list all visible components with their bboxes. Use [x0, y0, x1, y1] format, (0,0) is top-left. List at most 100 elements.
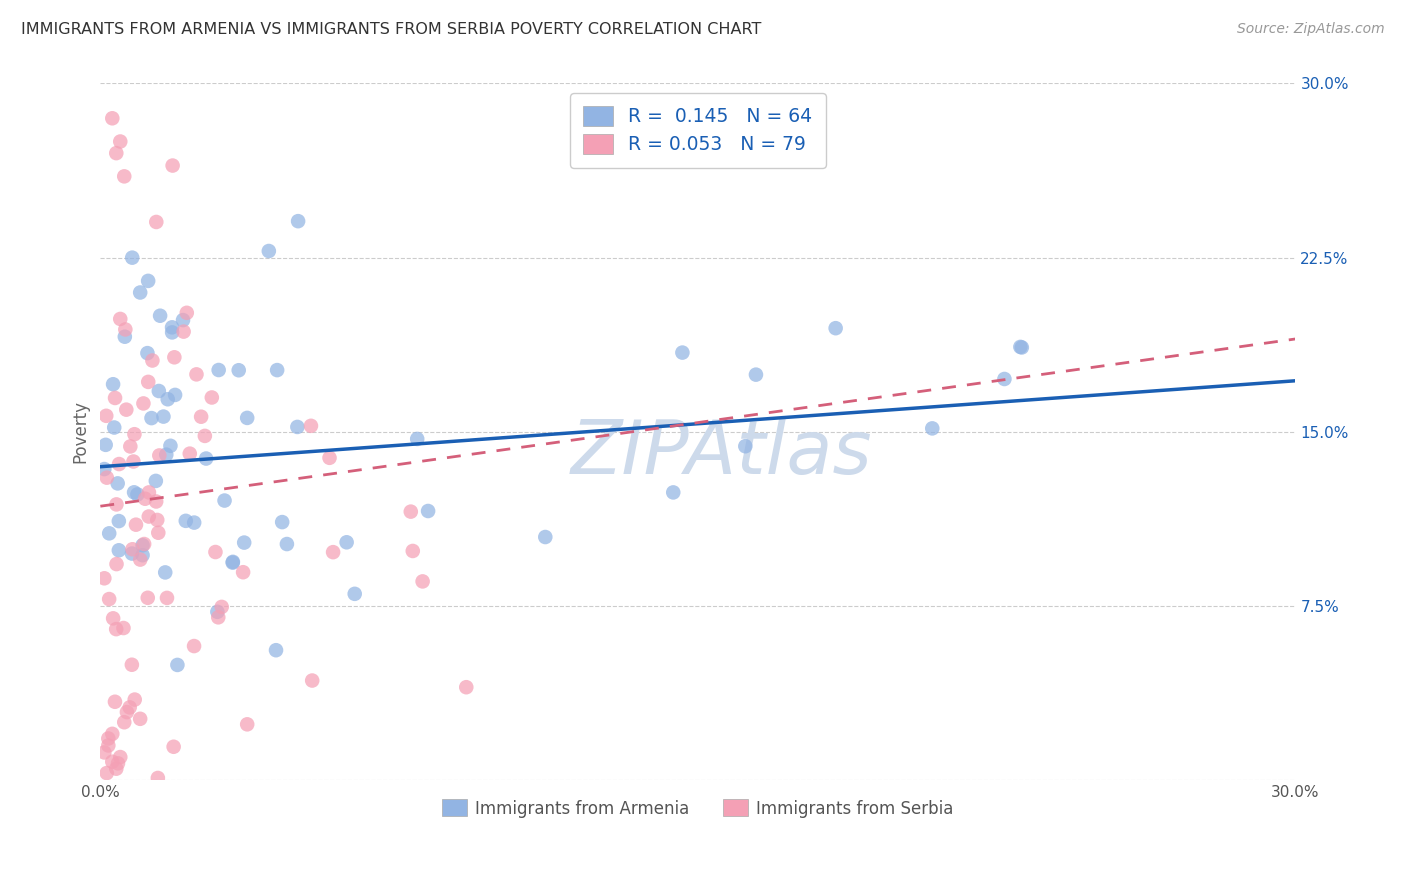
Point	[134, 537, 156, 551]
Point	[127, 487, 149, 501]
Point	[155, 448, 177, 462]
Point	[662, 485, 685, 500]
Point	[141, 411, 163, 425]
Point	[96, 470, 118, 484]
Text: IMMIGRANTS FROM ARMENIA VS IMMIGRANTS FROM SERBIA POVERTY CORRELATION CHART: IMMIGRANTS FROM ARMENIA VS IMMIGRANTS FR…	[21, 22, 762, 37]
Point	[93, 462, 115, 476]
Y-axis label: Poverty: Poverty	[72, 401, 89, 463]
Point	[110, 312, 132, 326]
Point	[160, 326, 183, 340]
Point	[287, 214, 309, 228]
Point	[221, 556, 243, 570]
Point	[159, 439, 181, 453]
Point	[129, 285, 152, 300]
Point	[121, 542, 143, 557]
Point	[112, 169, 135, 184]
Point	[233, 535, 256, 549]
Point	[166, 657, 188, 672]
Point	[118, 700, 141, 714]
Point	[208, 363, 231, 377]
Point	[343, 587, 366, 601]
Point	[993, 372, 1015, 386]
Point	[165, 388, 187, 402]
Point	[115, 402, 138, 417]
Point	[236, 717, 259, 731]
Point	[138, 485, 160, 500]
Point	[125, 517, 148, 532]
Point	[301, 673, 323, 688]
Point	[146, 771, 169, 785]
Point	[207, 610, 229, 624]
Point	[132, 396, 155, 410]
Point	[671, 345, 693, 359]
Point	[112, 621, 135, 635]
Point	[406, 432, 429, 446]
Point	[336, 535, 359, 549]
Point	[148, 525, 170, 540]
Point	[105, 622, 128, 636]
Point	[222, 555, 245, 569]
Point	[534, 530, 557, 544]
Point	[145, 494, 167, 508]
Point	[145, 474, 167, 488]
Point	[121, 657, 143, 672]
Point	[108, 457, 131, 471]
Text: ZIPAtlas: ZIPAtlas	[571, 417, 873, 489]
Point	[101, 377, 124, 392]
Point	[299, 418, 322, 433]
Point	[152, 409, 174, 424]
Point	[96, 409, 118, 423]
Point	[122, 485, 145, 500]
Point	[172, 313, 194, 327]
Point	[149, 309, 172, 323]
Point	[101, 727, 124, 741]
Point	[105, 557, 128, 571]
Point	[104, 695, 127, 709]
Point	[115, 705, 138, 719]
Point	[207, 605, 229, 619]
Point	[110, 750, 132, 764]
Point	[162, 159, 184, 173]
Point	[186, 368, 208, 382]
Point	[148, 449, 170, 463]
Point	[399, 505, 422, 519]
Point	[131, 538, 153, 552]
Text: Source: ZipAtlas.com: Source: ZipAtlas.com	[1237, 22, 1385, 37]
Point	[183, 639, 205, 653]
Point	[745, 368, 768, 382]
Point	[174, 514, 197, 528]
Point	[101, 755, 124, 769]
Point	[134, 491, 156, 506]
Point	[211, 599, 233, 614]
Point	[1010, 340, 1032, 354]
Point	[318, 450, 340, 465]
Point	[124, 427, 146, 442]
Point	[136, 591, 159, 605]
Point	[156, 392, 179, 407]
Point	[121, 547, 143, 561]
Point	[97, 739, 120, 753]
Point	[103, 420, 125, 434]
Point	[412, 574, 434, 589]
Point	[136, 274, 159, 288]
Point	[228, 363, 250, 377]
Point	[162, 739, 184, 754]
Point	[236, 410, 259, 425]
Point	[156, 591, 179, 605]
Point	[122, 454, 145, 468]
Point	[114, 322, 136, 336]
Point	[93, 571, 115, 585]
Point	[114, 329, 136, 343]
Point	[456, 680, 478, 694]
Point	[266, 363, 288, 377]
Point	[402, 544, 425, 558]
Legend: Immigrants from Armenia, Immigrants from Serbia: Immigrants from Armenia, Immigrants from…	[436, 793, 960, 824]
Point	[163, 351, 186, 365]
Point	[110, 135, 132, 149]
Point	[129, 552, 152, 566]
Point	[98, 592, 121, 607]
Point	[173, 325, 195, 339]
Point	[204, 545, 226, 559]
Point	[155, 566, 177, 580]
Point	[124, 692, 146, 706]
